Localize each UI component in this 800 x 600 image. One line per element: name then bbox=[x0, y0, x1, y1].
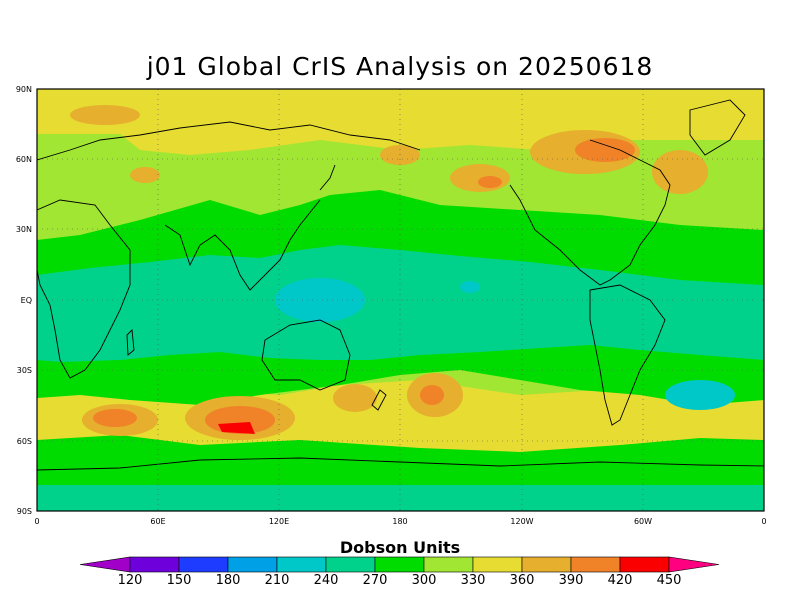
lat-tick-label: 90N bbox=[16, 85, 32, 94]
colorbar-swatch bbox=[227, 556, 278, 573]
colorbar-swatch bbox=[374, 556, 425, 573]
colorbar-title: Dobson Units bbox=[340, 538, 460, 557]
lat-tick-label: EQ bbox=[21, 296, 32, 305]
lat-tick-label: 30S bbox=[17, 366, 32, 375]
colorbar-arrow-high bbox=[668, 556, 720, 573]
lat-tick-label: 60N bbox=[16, 155, 32, 164]
lat-axis: 90N 60N 30N EQ 30S 60S 90S bbox=[16, 85, 32, 516]
colorbar-tick-label: 420 bbox=[608, 573, 633, 588]
lon-tick-label: 120E bbox=[269, 517, 289, 526]
colorbar-tick-label: 330 bbox=[461, 573, 486, 588]
ozone-field bbox=[37, 89, 764, 511]
colorbar-tick-label: 120 bbox=[118, 573, 143, 588]
lon-tick-label: 60W bbox=[634, 517, 652, 526]
colorbar-tick-label: 270 bbox=[363, 573, 388, 588]
colorbar-swatch bbox=[325, 556, 376, 573]
coastlines bbox=[37, 99, 764, 471]
lat-tick-label: 30N bbox=[16, 225, 32, 234]
lon-tick-label: 180 bbox=[392, 517, 407, 526]
colorbar-swatch bbox=[570, 556, 621, 573]
colorbar-swatch bbox=[423, 556, 474, 573]
colorbar-tick-label: 450 bbox=[657, 573, 682, 588]
lat-tick-label: 60S bbox=[17, 437, 32, 446]
colorbar-tick-label: 360 bbox=[510, 573, 535, 588]
colorbar-swatch bbox=[129, 556, 180, 573]
lon-tick-label: 0 bbox=[761, 517, 766, 526]
colorbar-swatch bbox=[619, 556, 670, 573]
lon-tick-label: 0 bbox=[34, 517, 39, 526]
chart-title: j01 Global CrIS Analysis on 20250618 bbox=[146, 52, 654, 81]
map-frame bbox=[36, 88, 765, 512]
colorbar-tick-label: 180 bbox=[216, 573, 241, 588]
lon-tick-label: 60E bbox=[150, 517, 165, 526]
colorbar-tick-label: 240 bbox=[314, 573, 339, 588]
colorbar-swatch bbox=[276, 556, 327, 573]
map-gridlines bbox=[37, 89, 764, 511]
colorbar-tick-label: 150 bbox=[167, 573, 192, 588]
colorbar-arrow-low bbox=[79, 556, 131, 573]
colorbar-tick-label: 390 bbox=[559, 573, 584, 588]
colorbar-tick-label: 300 bbox=[412, 573, 437, 588]
lon-tick-label: 120W bbox=[510, 517, 533, 526]
lon-axis: 0 60E 120E 180 120W 60W 0 bbox=[34, 517, 766, 526]
colorbar: 120 150 180 210 240 270 300 330 360 390 420 450 bbox=[79, 556, 720, 588]
colorbar-tick-label: 210 bbox=[265, 573, 290, 588]
colorbar-swatch bbox=[521, 556, 572, 573]
colorbar-swatch bbox=[472, 556, 523, 573]
colorbar-swatch bbox=[178, 556, 229, 573]
lat-tick-label: 90S bbox=[17, 507, 32, 516]
